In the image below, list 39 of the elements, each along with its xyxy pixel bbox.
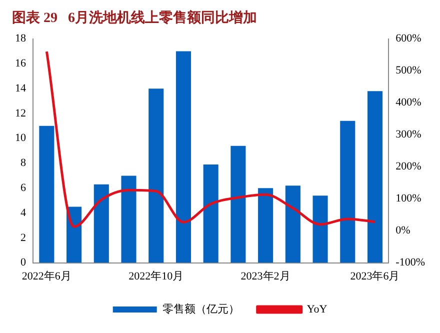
bar: [285, 186, 300, 263]
y2-tick-label: 400%: [396, 96, 422, 109]
y2-tick-label: 200%: [396, 160, 422, 173]
chart-title: 图表 29 6月洗地机线上零售额同比增加: [12, 9, 257, 26]
bar: [230, 146, 246, 263]
bar: [121, 176, 136, 263]
y-tick-label: 2: [20, 232, 26, 244]
x-tick-label: 2023年6月: [350, 270, 400, 282]
line-series: [45, 50, 376, 228]
y-tick-label: 16: [15, 58, 26, 70]
y-tick-label: 4: [20, 206, 26, 219]
y2-tick-label: 0%: [396, 224, 410, 237]
legend-label: 零售额（亿元）: [162, 302, 240, 316]
y-tick-label: 12: [15, 107, 26, 120]
bar: [258, 188, 274, 263]
x-tick-label: 2022年10月: [128, 270, 184, 282]
bar: [94, 184, 109, 263]
y-tick-label: 18: [15, 32, 26, 45]
bar: [340, 120, 356, 263]
y2-tick-label: 300%: [396, 128, 422, 141]
y2-tick-label: 600%: [396, 32, 422, 45]
bar: [176, 51, 191, 263]
bar: [367, 91, 383, 263]
y-tick-label: 14: [15, 82, 26, 94]
y-tick-label: 8: [20, 157, 26, 170]
bar: [203, 164, 218, 263]
bar: [39, 126, 54, 263]
y-tick-label: 6: [20, 182, 26, 194]
legend-label: YoY: [306, 303, 328, 316]
y-tick-label: 10: [15, 132, 26, 144]
y2-tick-label: 500%: [396, 64, 422, 77]
bar: [312, 196, 328, 263]
y2-tick-label: 100%: [396, 192, 422, 205]
bar: [66, 206, 82, 263]
y2-tick-label: -100%: [396, 256, 425, 269]
bar: [148, 88, 164, 263]
x-tick-label: 2022年6月: [22, 270, 72, 282]
y-tick-label: 0: [20, 256, 26, 269]
x-tick-label: 2023年2月: [240, 270, 290, 282]
